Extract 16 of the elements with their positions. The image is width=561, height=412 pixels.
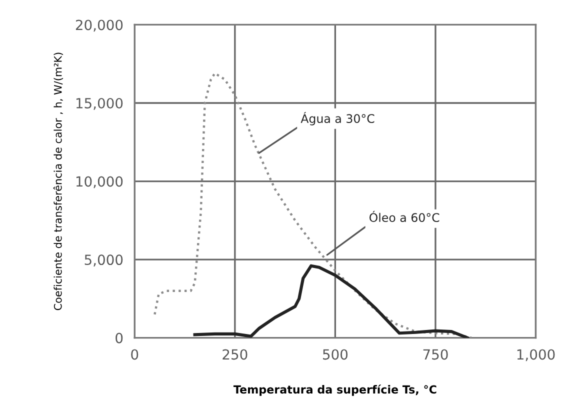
x-tick-label: 250	[222, 349, 248, 360]
y-tick-label: 15,000	[76, 98, 123, 110]
x-tick-label: 750	[423, 349, 448, 360]
line-series	[193, 264, 470, 338]
x-tick-label: 500	[323, 349, 348, 360]
annotation: Água a 30°C	[300, 112, 374, 126]
annotation: Óleo a 60°C	[370, 210, 440, 222]
y-tick-label: 0	[116, 332, 123, 344]
x-tick-label: 1,000	[517, 349, 555, 362]
x-axis-title: Temperatura da superfície Ts, °C	[233, 384, 436, 396]
x-tick-label: 0	[131, 349, 138, 360]
y-tick-label: 5,000	[84, 254, 123, 266]
y-tick-label: 20,000	[76, 20, 123, 32]
line-series	[154, 72, 473, 338]
y-tick-label: 10,000	[76, 176, 123, 188]
y-axis-title: Coeficiente de transferência de calor , h, W/(m²K)	[53, 52, 64, 310]
